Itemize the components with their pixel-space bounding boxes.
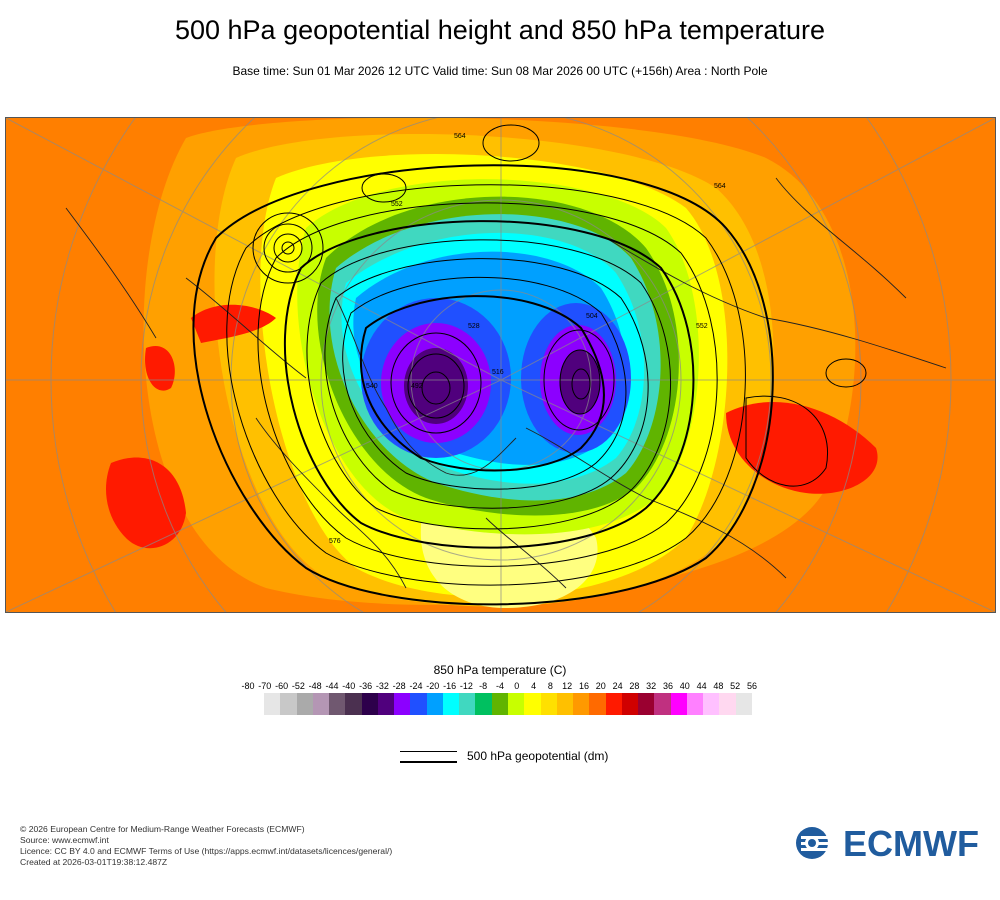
colorbar-tick-label: 4: [531, 681, 537, 691]
colorbar-swatch: [654, 693, 671, 715]
warm-blob-2: [106, 457, 186, 549]
colorbar-swatch: [573, 693, 590, 715]
colorbar-tick-label: -24: [409, 681, 423, 691]
colorbar-tick-label: -52: [291, 681, 305, 691]
colorbar-swatch: [377, 693, 395, 715]
contour-label: 576: [329, 538, 341, 545]
colorbar-tick-label: -20: [426, 681, 440, 691]
colorbar-swatch: [735, 693, 752, 715]
colorbar-swatch: [686, 693, 704, 715]
geopotential-legend: 500 hPa geopotential (dm): [400, 748, 700, 768]
colorbar-swatch: [540, 693, 557, 715]
colorbar-swatch: [703, 693, 720, 715]
map-subtitle: Base time: Sun 01 Mar 2026 12 UTC Valid …: [232, 64, 768, 78]
contour-label: 492: [411, 383, 423, 390]
map-canvas: 564 552 540 528 516 504 492 576 564 552: [6, 118, 995, 612]
colorbar-tick-label: -48: [308, 681, 322, 691]
colorbar-swatch: [345, 693, 362, 715]
warm-blob-1: [145, 346, 175, 391]
contour-label: 516: [492, 369, 504, 376]
colorbar-swatch: [556, 693, 574, 715]
colorbar-tick-label: -8: [479, 681, 488, 691]
colorbar-tick-label: 48: [713, 681, 724, 691]
contour-label: 564: [454, 133, 466, 140]
colorbar-tick-label: 36: [662, 681, 674, 691]
colorbar-swatch: [280, 693, 297, 715]
contour-label: 564: [714, 183, 726, 190]
colorbar-tick-label: -70: [258, 681, 272, 691]
warm-blob-pacific: [726, 401, 878, 494]
colorbar-tick-label: 40: [679, 681, 690, 691]
colorbar-swatch: [442, 693, 460, 715]
ecmwf-logo: ECMWF: [795, 823, 985, 864]
colorbar-tick-label: 8: [547, 681, 553, 691]
colorbar-swatch: [296, 693, 313, 715]
map-title: 500 hPa geopotential height and 850 hPa …: [174, 15, 825, 45]
colorbar-swatch: [459, 693, 476, 715]
colorbar-tick-label: 32: [646, 681, 657, 691]
created-line: Created at 2026-03-01T19:38:12.487Z: [20, 857, 168, 867]
colorbar-tick-label: 44: [696, 681, 707, 691]
colorbar-swatch: [524, 693, 541, 715]
colorbar-swatch: [329, 693, 346, 715]
colorbar-swatch: [638, 693, 655, 715]
colorbar-tick-label: -36: [359, 681, 373, 691]
colorbar-swatch: [475, 693, 492, 715]
colorbar-tick-label: -4: [495, 681, 505, 691]
colorbar-tick-label: -60: [275, 681, 289, 691]
credits: © 2026 European Centre for Medium-Range …: [20, 824, 392, 868]
colorbar-swatch: [621, 693, 639, 715]
contour-labels: 564 552 540 528 516 504 492 576 564 552: [329, 133, 726, 545]
colorbar-tick-label: -28: [392, 681, 406, 691]
colorbar-tick-label: -40: [342, 681, 356, 691]
contour-label: 552: [696, 323, 708, 330]
colorbar-tick-label: -44: [325, 681, 339, 691]
colorbar-swatch: [312, 693, 330, 715]
colorbar-tick-label: 0: [514, 681, 520, 691]
contour-label: 540: [366, 383, 378, 390]
colorbar-title: 850 hPa temperature (C): [433, 663, 567, 677]
ecmwf-wordmark: ECMWF: [843, 823, 979, 864]
colorbar-swatch: [361, 693, 378, 715]
colorbar-tick-label: -16: [443, 681, 457, 691]
colorbar-swatch: [719, 693, 736, 715]
colorbar-swatch: [410, 693, 427, 715]
source-line: Source: www.ecmwf.int: [20, 835, 109, 845]
contour-label: 528: [468, 323, 480, 330]
cold-pool-west-core: [404, 348, 468, 424]
warm-blob-atlantic: [191, 304, 276, 343]
colorbar-swatch: [589, 693, 606, 715]
coastlines: [65, 177, 947, 589]
colorbar-tick-label: 56: [746, 681, 758, 691]
colorbar-tick-label: -32: [375, 681, 389, 691]
colorbar-swatch: [491, 693, 508, 715]
colorbar-tick-label: 28: [629, 681, 640, 691]
colorbar-tick-label: 12: [562, 681, 573, 691]
temperature-colorbar: [264, 693, 752, 715]
colorbar-tick-label: 52: [730, 681, 741, 691]
colorbar-tick-label: 16: [578, 681, 590, 691]
contour-label: 552: [391, 201, 403, 208]
colorbar-tick-label: -12: [459, 681, 473, 691]
licence-line: Licence: CC BY 4.0 and ECMWF Terms of Us…: [20, 846, 393, 856]
colorbar-swatch: [507, 693, 525, 715]
colorbar-swatch: [670, 693, 687, 715]
colorbar-tick-labels: -80 -70 -60 -52 -48 -44 -40 -36 -32 -28 -24 -20 -16-…: [0, 681, 1000, 693]
geopotential-legend-label: 500 hPa geopotential (dm): [467, 749, 609, 763]
copyright-line: © 2026 European Centre for Medium-Range …: [20, 824, 305, 834]
colorbar-swatch: [426, 693, 443, 715]
colorbar-swatch: [394, 693, 411, 715]
geopotential-contours: [192, 124, 867, 606]
ecmwf-emblem: [796, 827, 839, 859]
colorbar-tick-label: 20: [595, 681, 606, 691]
colorbar-tick-label: 24: [612, 681, 623, 691]
contour-label: 504: [586, 313, 598, 320]
colorbar-swatch: [264, 693, 281, 715]
contour-line-sample: [400, 751, 457, 763]
colorbar-tick-label: -80: [241, 681, 255, 691]
colorbar-swatch: [605, 693, 622, 715]
temperature-map: 564 552 540 528 516 504 492 576 564 552: [5, 117, 996, 613]
